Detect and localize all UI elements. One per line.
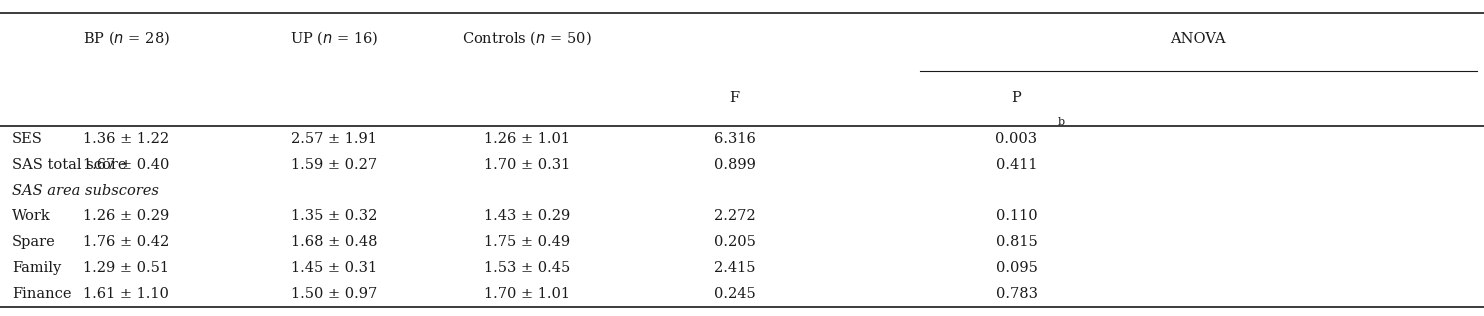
Text: 1.45 ± 0.31: 1.45 ± 0.31 (291, 261, 377, 275)
Text: 0.815: 0.815 (996, 235, 1037, 249)
Text: 1.75 ± 0.49: 1.75 ± 0.49 (484, 235, 570, 249)
Text: 1.26 ± 0.29: 1.26 ± 0.29 (83, 210, 169, 223)
Text: 0.783: 0.783 (996, 287, 1037, 301)
Text: 0.110: 0.110 (996, 210, 1037, 223)
Text: Finance: Finance (12, 287, 71, 301)
Text: F: F (730, 91, 739, 105)
Text: 6.316: 6.316 (714, 132, 755, 146)
Text: 0.095: 0.095 (996, 261, 1037, 275)
Text: ANOVA: ANOVA (1171, 32, 1226, 46)
Text: 2.57 ± 1.91: 2.57 ± 1.91 (291, 132, 377, 146)
Text: 1.68 ± 0.48: 1.68 ± 0.48 (291, 235, 377, 249)
Text: Spare: Spare (12, 235, 55, 249)
Text: 0.899: 0.899 (714, 158, 755, 172)
Text: P: P (1012, 91, 1021, 105)
Text: 0.411: 0.411 (996, 158, 1037, 172)
Text: b: b (1058, 117, 1066, 127)
Text: 1.67 ± 0.40: 1.67 ± 0.40 (83, 158, 169, 172)
Text: Controls ($n$ = 50): Controls ($n$ = 50) (462, 30, 592, 47)
Text: 0.245: 0.245 (714, 287, 755, 301)
Text: 0.003: 0.003 (996, 132, 1037, 146)
Text: Work: Work (12, 210, 50, 223)
Text: 1.36 ± 1.22: 1.36 ± 1.22 (83, 132, 169, 146)
Text: 1.70 ± 1.01: 1.70 ± 1.01 (484, 287, 570, 301)
Text: 1.50 ± 0.97: 1.50 ± 0.97 (291, 287, 377, 301)
Text: Family: Family (12, 261, 61, 275)
Text: UP ($n$ = 16): UP ($n$ = 16) (289, 30, 378, 47)
Text: BP ($n$ = 28): BP ($n$ = 28) (83, 30, 169, 47)
Text: 1.35 ± 0.32: 1.35 ± 0.32 (291, 210, 377, 223)
Text: 1.61 ± 1.10: 1.61 ± 1.10 (83, 287, 169, 301)
Text: 2.272: 2.272 (714, 210, 755, 223)
Text: 1.53 ± 0.45: 1.53 ± 0.45 (484, 261, 570, 275)
Text: 1.26 ± 1.01: 1.26 ± 1.01 (484, 132, 570, 146)
Text: 1.29 ± 0.51: 1.29 ± 0.51 (83, 261, 169, 275)
Text: SAS total score: SAS total score (12, 158, 126, 172)
Text: SES: SES (12, 132, 43, 146)
Text: 1.76 ± 0.42: 1.76 ± 0.42 (83, 235, 169, 249)
Text: 1.59 ± 0.27: 1.59 ± 0.27 (291, 158, 377, 172)
Text: 2.415: 2.415 (714, 261, 755, 275)
Text: SAS area subscores: SAS area subscores (12, 184, 159, 198)
Text: 1.70 ± 0.31: 1.70 ± 0.31 (484, 158, 570, 172)
Text: 1.43 ± 0.29: 1.43 ± 0.29 (484, 210, 570, 223)
Text: 0.205: 0.205 (714, 235, 755, 249)
